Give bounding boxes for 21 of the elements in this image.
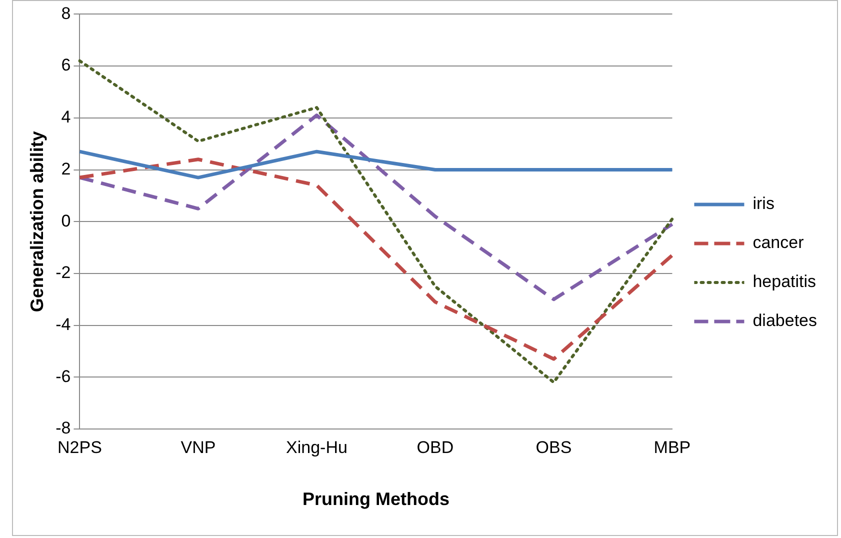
legend-label: diabetes — [752, 311, 818, 330]
y-tick-label: 8 — [61, 4, 71, 23]
legend-label: iris — [752, 194, 774, 214]
y-tick-label: 0 — [61, 211, 71, 230]
y-tick-label: -6 — [56, 366, 71, 386]
legend-label: cancer — [752, 233, 804, 252]
x-tick-label: VNP — [180, 438, 216, 457]
y-tick-label: 4 — [61, 108, 71, 127]
y-axis-title: Generalization ability — [26, 131, 47, 312]
x-tick-label: OBD — [416, 438, 454, 457]
legend-label: hepatitis — [752, 272, 816, 292]
x-tick-label: MBP — [654, 438, 691, 457]
y-tick-label: -2 — [56, 263, 71, 282]
x-tick-label: Xing-Hu — [286, 438, 348, 457]
x-axis-title: Pruning Methods — [302, 489, 450, 510]
y-tick-label: -4 — [56, 314, 71, 334]
x-tick-label: N2PS — [58, 438, 102, 457]
x-tick-label: OBS — [536, 438, 572, 457]
y-tick-label: -8 — [56, 418, 71, 438]
y-tick-label: 6 — [61, 56, 71, 75]
y-tick-label: 2 — [61, 159, 71, 178]
